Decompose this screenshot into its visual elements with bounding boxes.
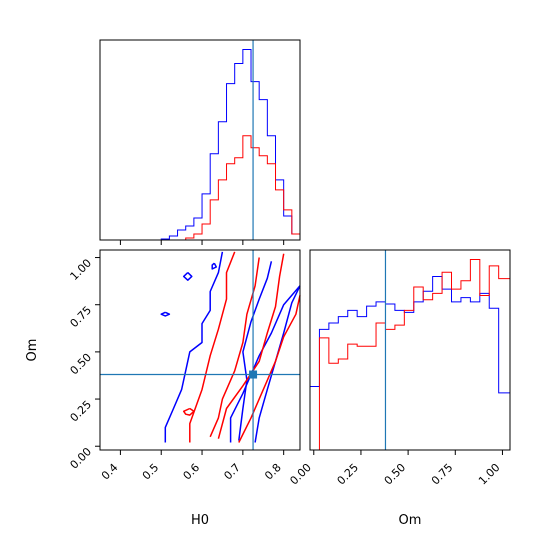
contour-series-1-4: [182, 407, 195, 416]
om-x-tick-label-1: 0.25: [335, 461, 362, 488]
contour-series-0-4: [182, 272, 193, 281]
joint-x-tick-label-4: 0.8: [262, 461, 284, 483]
joint-frame: [99, 249, 301, 451]
om-x-tick-label-3: 0.75: [429, 461, 456, 488]
contour-series-0-2: [238, 261, 273, 441]
contour-series-0-1: [229, 285, 301, 443]
om-x-tick-label-4: 1.00: [476, 461, 503, 488]
om-marginal-panel: 0.00 0.25 0.50 0.75 1.00: [287, 249, 511, 488]
joint-truth-marker: [249, 370, 258, 379]
contour-series-1-3: [238, 295, 301, 443]
contour-series-0-0: [164, 251, 224, 443]
om-x-tick-label-0: 0.00: [287, 461, 314, 488]
contour-series-1-1: [209, 257, 260, 438]
h0-marginal-panel: [99, 39, 301, 245]
joint-y-tick-label-0: 0.00: [68, 445, 95, 472]
joint-y-tick-label-3: 0.75: [68, 304, 95, 331]
y-axis-label-om: Om: [25, 339, 40, 362]
om-hist-series-0: [309, 275, 511, 450]
joint-y-tick-label-4: 1.00: [68, 256, 95, 283]
joint-x-tick-label-2: 0.6: [181, 461, 203, 483]
h0-om-joint-panel: 0.4 0.5 0.6 0.7 0.8 0.00 0.25 0.50 0.75 1.00: [68, 249, 301, 483]
h0-hist-frame: [99, 39, 301, 241]
om-hist-frame: [309, 249, 511, 451]
contour-series-1-2: [217, 253, 285, 439]
contour-series-0-6: [211, 262, 218, 270]
joint-x-tick-label-1: 0.5: [140, 461, 162, 483]
contour-series-0-5: [160, 311, 171, 317]
om-hist-series-1: [310, 259, 511, 451]
om-x-tick-label-2: 0.50: [382, 461, 409, 488]
x-axis-label-h0: H0: [191, 513, 209, 528]
h0-hist-series-0: [160, 49, 301, 240]
contour-series-0-3: [254, 285, 301, 443]
joint-x-tick-label-0: 0.4: [99, 461, 121, 483]
joint-y-tick-label-2: 0.50: [68, 351, 95, 378]
joint-y-tick-label-1: 0.25: [68, 398, 95, 425]
x-axis-label-om: Om: [399, 513, 422, 528]
joint-x-tick-label-3: 0.7: [221, 461, 243, 483]
h0-hist-series-1: [161, 135, 301, 241]
contour-series-1-0: [189, 251, 236, 443]
